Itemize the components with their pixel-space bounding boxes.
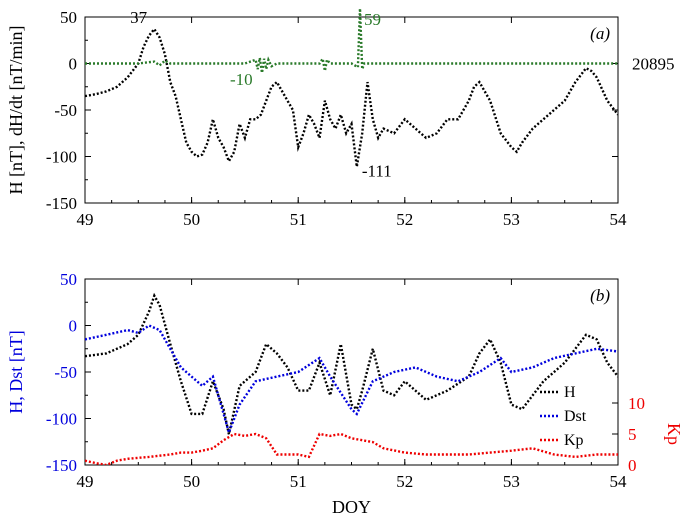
x-tick-label: 52 [396, 472, 413, 491]
y-axis-title: H, Dst [nT] [6, 330, 26, 414]
y-tick-label: -100 [46, 410, 77, 429]
plot-frame [84, 278, 619, 466]
x-tick-label: 49 [77, 210, 94, 229]
x-tick-label: 53 [503, 472, 520, 491]
y-axis-title: H [nT], dH/dt [nT/min] [6, 26, 26, 195]
y2-tick-label: 5 [628, 425, 637, 444]
y2-tick-label: 0 [628, 456, 637, 475]
series-line-dst [85, 324, 618, 437]
station-label: 20895 [632, 55, 675, 74]
panel-label: (b) [590, 286, 610, 305]
annotation-label: -10 [230, 70, 253, 89]
annotation-label: 59 [364, 10, 381, 29]
x-tick-label: 53 [503, 210, 520, 229]
y-tick-label: -50 [54, 101, 77, 120]
legend-label: Kp [564, 432, 584, 449]
y-tick-label: 0 [69, 317, 78, 336]
x-axis-title: DOY [332, 497, 371, 517]
x-tick-label: 51 [290, 210, 307, 229]
y2-axis-title: Kp [664, 423, 684, 445]
x-tick-label: 50 [183, 210, 200, 229]
y2-tick-label: 10 [628, 394, 645, 413]
panel-a: 49 50 51 52 53 54 50 0 -50 -100 -150 H [nT], dH/dt … [6, 8, 675, 229]
x-tick-label: 54 [610, 472, 628, 491]
legend-label: Dst [564, 408, 587, 425]
series-line-kp [85, 432, 618, 465]
y-tick-label: -100 [46, 148, 77, 167]
y-tick-label: -50 [54, 363, 77, 382]
annotation-label: -111 [362, 162, 392, 181]
y-tick-label: -150 [46, 456, 77, 475]
y-tick-label: 0 [69, 55, 78, 74]
x-tick-label: 52 [396, 210, 413, 229]
x-tick-label: 49 [77, 472, 94, 491]
series-line-1 [85, 8, 618, 73]
plot-frame [84, 16, 619, 204]
y-tick-label: -150 [46, 194, 77, 213]
x-tick-label: 51 [290, 472, 307, 491]
y-tick-label: 50 [60, 270, 77, 289]
series-line-0 [85, 27, 618, 167]
y-tick-label: 50 [60, 8, 77, 27]
annotation-label: 37 [130, 8, 148, 27]
x-tick-label: 50 [183, 472, 200, 491]
x-tick-label: 54 [610, 210, 628, 229]
panel-label: (a) [590, 24, 610, 43]
legend-label: H [564, 384, 576, 401]
